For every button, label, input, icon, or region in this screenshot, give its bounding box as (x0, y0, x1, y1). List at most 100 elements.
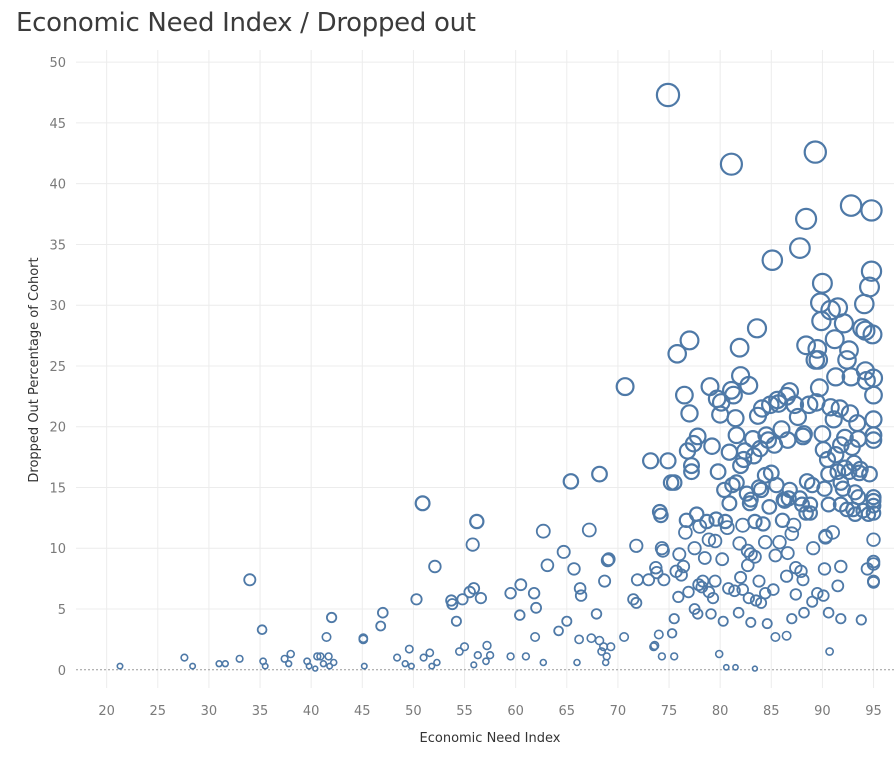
data-point[interactable] (789, 588, 803, 601)
data-point[interactable] (806, 595, 819, 608)
data-point[interactable] (665, 474, 683, 491)
data-point[interactable] (428, 559, 442, 574)
data-point[interactable] (708, 511, 724, 527)
data-point[interactable] (602, 652, 611, 661)
data-point[interactable] (827, 446, 845, 464)
data-point[interactable] (752, 574, 766, 588)
data-point[interactable] (726, 409, 745, 428)
data-point[interactable] (732, 606, 745, 619)
data-point[interactable] (824, 329, 845, 350)
data-point[interactable] (811, 587, 824, 600)
data-point[interactable] (751, 665, 759, 672)
data-point[interactable] (680, 404, 699, 423)
data-point[interactable] (752, 399, 772, 418)
data-point[interactable] (743, 547, 758, 562)
data-point[interactable] (485, 650, 495, 660)
data-point[interactable] (862, 324, 883, 345)
data-point[interactable] (679, 330, 700, 351)
data-point[interactable] (474, 591, 487, 605)
data-point[interactable] (675, 385, 694, 405)
data-point[interactable] (530, 601, 542, 614)
data-point[interactable] (433, 658, 441, 667)
data-point[interactable] (553, 625, 564, 637)
data-point[interactable] (732, 663, 739, 671)
data-point[interactable] (649, 561, 663, 575)
data-point[interactable] (816, 480, 833, 497)
data-point[interactable] (313, 652, 322, 661)
data-point[interactable] (717, 513, 734, 530)
data-point[interactable] (722, 663, 730, 671)
data-point[interactable] (682, 457, 700, 475)
data-point[interactable] (860, 199, 883, 222)
data-point[interactable] (770, 631, 781, 642)
data-point[interactable] (852, 318, 873, 339)
data-point[interactable] (659, 452, 677, 470)
data-point[interactable] (672, 547, 687, 562)
data-point[interactable] (728, 584, 741, 598)
data-point[interactable] (586, 633, 597, 644)
data-point[interactable] (666, 628, 678, 639)
data-point[interactable] (785, 395, 805, 415)
data-point[interactable] (820, 496, 837, 513)
data-point[interactable] (789, 237, 811, 260)
data-point[interactable] (256, 624, 268, 635)
data-point[interactable] (467, 582, 481, 595)
data-point[interactable] (654, 541, 670, 556)
data-point[interactable] (606, 642, 616, 652)
data-point[interactable] (794, 564, 808, 579)
data-point[interactable] (866, 532, 881, 547)
data-point[interactable] (796, 573, 810, 587)
data-point[interactable] (822, 606, 835, 619)
data-point[interactable] (235, 654, 244, 663)
data-point[interactable] (446, 598, 459, 611)
data-point[interactable] (825, 525, 840, 540)
data-point[interactable] (835, 613, 847, 625)
data-point[interactable] (779, 569, 794, 583)
data-point[interactable] (688, 427, 707, 446)
data-point[interactable] (746, 318, 768, 339)
data-point[interactable] (261, 662, 269, 670)
data-point[interactable] (473, 650, 482, 660)
data-point[interactable] (674, 568, 688, 582)
data-point[interactable] (809, 378, 829, 398)
data-point[interactable] (867, 575, 880, 589)
data-point[interactable] (280, 654, 289, 663)
data-point[interactable] (649, 642, 659, 652)
data-point[interactable] (393, 653, 402, 662)
data-point[interactable] (561, 615, 573, 627)
data-point[interactable] (722, 582, 735, 595)
data-point[interactable] (581, 522, 597, 538)
data-point[interactable] (642, 573, 656, 587)
data-point[interactable] (697, 551, 712, 565)
data-point[interactable] (629, 538, 644, 553)
data-point[interactable] (682, 585, 695, 599)
data-point[interactable] (326, 662, 334, 670)
data-point[interactable] (840, 463, 858, 481)
data-point[interactable] (865, 492, 882, 509)
data-point[interactable] (221, 659, 230, 668)
data-point[interactable] (574, 634, 584, 645)
data-point[interactable] (772, 535, 787, 550)
data-point[interactable] (425, 648, 435, 658)
data-point[interactable] (839, 194, 863, 217)
data-point[interactable] (514, 578, 528, 592)
data-point[interactable] (598, 574, 612, 588)
data-point[interactable] (506, 652, 515, 661)
data-point[interactable] (601, 552, 616, 567)
data-point[interactable] (407, 662, 415, 670)
data-point[interactable] (482, 657, 490, 666)
data-point[interactable] (839, 501, 855, 518)
data-point[interactable] (803, 140, 828, 164)
data-point[interactable] (850, 489, 867, 506)
data-point[interactable] (687, 541, 702, 556)
data-point[interactable] (728, 474, 745, 491)
data-point[interactable] (708, 574, 722, 588)
data-point[interactable] (404, 644, 414, 654)
data-point[interactable] (755, 596, 768, 609)
data-point[interactable] (855, 614, 867, 626)
data-point[interactable] (594, 635, 605, 646)
data-point[interactable] (830, 399, 850, 418)
data-point[interactable] (780, 546, 795, 561)
data-point[interactable] (786, 517, 802, 533)
data-point[interactable] (324, 652, 333, 661)
